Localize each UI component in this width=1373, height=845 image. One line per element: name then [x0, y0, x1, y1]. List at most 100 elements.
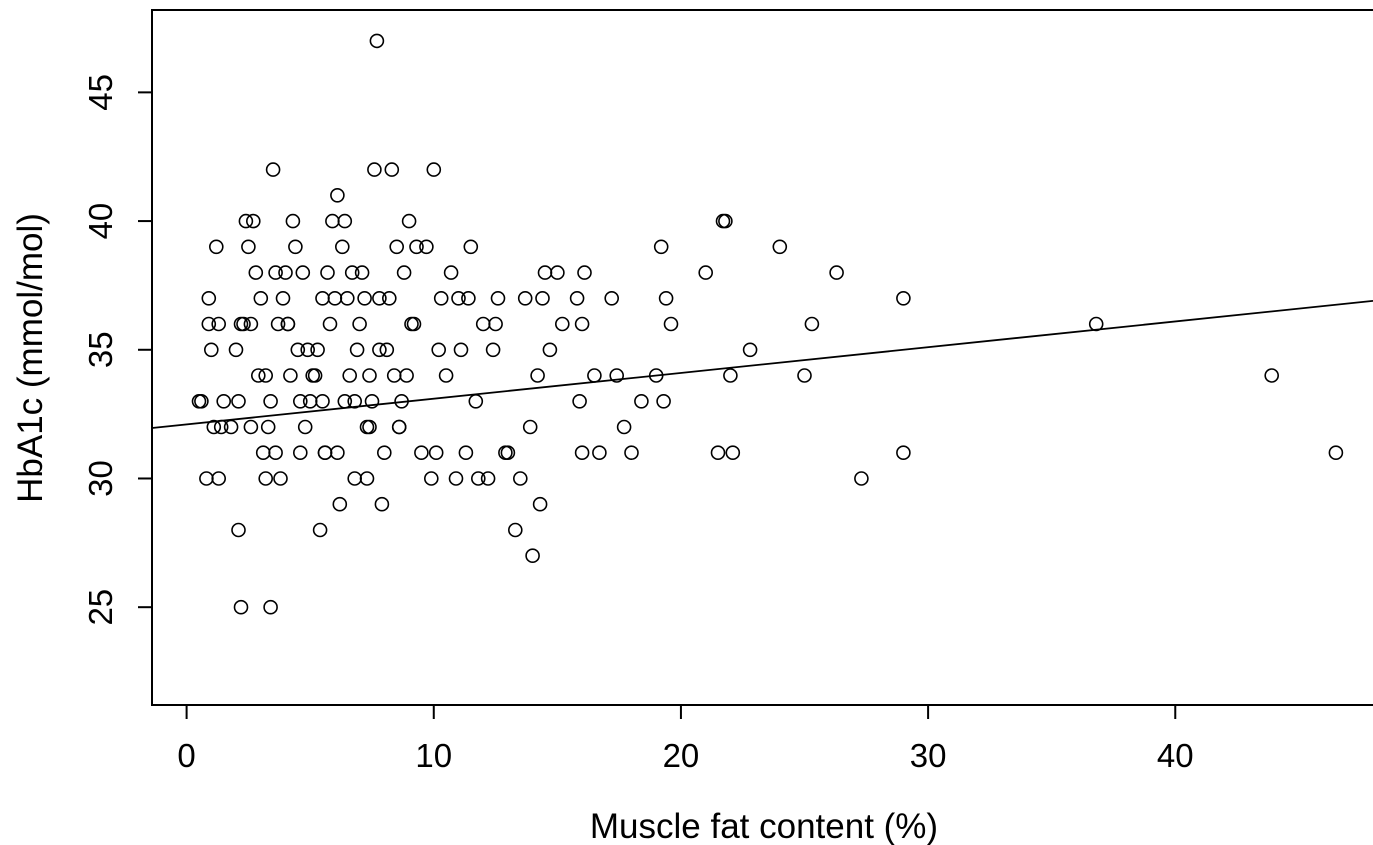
data-point [537, 265, 553, 280]
data-point [260, 419, 276, 435]
data-point [320, 265, 335, 280]
data-point [233, 599, 249, 615]
data-point [634, 393, 649, 409]
data-point [268, 445, 283, 461]
x-tick-label: 20 [663, 737, 700, 774]
data-point [290, 342, 306, 358]
data-point [658, 290, 674, 306]
data-point [194, 393, 209, 409]
data-point [896, 290, 911, 306]
data-point [485, 342, 501, 358]
data-point [725, 445, 741, 461]
data-point [302, 393, 318, 409]
data-point [250, 368, 266, 383]
data-point [362, 419, 377, 435]
data-point [369, 33, 385, 49]
data-point [507, 522, 523, 538]
data-point [517, 290, 533, 306]
data-point [312, 522, 328, 538]
regression-line-group [151, 299, 1373, 429]
data-point [604, 290, 620, 306]
data-point [451, 290, 466, 306]
data-point [332, 496, 348, 512]
data-point [490, 290, 506, 306]
data-point [265, 162, 281, 177]
data-point [357, 290, 372, 306]
data-point [283, 368, 298, 383]
data-point [409, 239, 424, 255]
data-point [315, 290, 330, 306]
data-point [443, 265, 459, 280]
data-point [663, 316, 679, 332]
data-point [330, 188, 345, 203]
data-point [396, 265, 412, 280]
data-point [414, 445, 429, 461]
data-point [574, 445, 590, 461]
data-point [241, 239, 256, 255]
data-point [448, 471, 464, 486]
data-point [653, 239, 669, 255]
data-point [253, 290, 269, 306]
data-point [710, 445, 726, 461]
data-point [854, 471, 869, 486]
data-point [285, 213, 301, 229]
data-point [258, 368, 274, 383]
x-tick-label: 0 [177, 737, 195, 774]
data-point [1264, 368, 1279, 383]
data-point [243, 419, 259, 435]
data-point [330, 445, 345, 461]
data-point [268, 265, 283, 280]
data-point [342, 368, 358, 383]
data-point [228, 342, 244, 358]
data-point [423, 471, 439, 486]
data-point [322, 316, 338, 332]
x-axis: 0 10 20 30 40 [177, 705, 1194, 774]
data-point [280, 316, 296, 332]
data-point [389, 239, 405, 255]
data-point [317, 445, 333, 461]
data-point [535, 290, 550, 306]
y-tick-label: 30 [82, 460, 119, 497]
data-point [243, 316, 259, 332]
data-point [772, 239, 788, 255]
data-point [315, 393, 330, 409]
data-points [191, 33, 1344, 615]
data-point [609, 368, 625, 383]
data-point [470, 471, 486, 486]
data-point [354, 265, 370, 280]
data-point [209, 239, 224, 255]
x-tick-label: 40 [1157, 737, 1194, 774]
data-point [334, 239, 350, 255]
data-point [367, 162, 382, 177]
data-point [374, 496, 390, 512]
data-point [656, 393, 671, 409]
data-point [468, 393, 484, 409]
data-point [428, 445, 444, 461]
data-point [199, 471, 214, 486]
plot-frame [151, 9, 1373, 706]
data-point [522, 419, 538, 435]
data-point [246, 213, 261, 229]
data-point [426, 162, 442, 177]
data-point [480, 471, 496, 486]
data-point [587, 368, 602, 383]
data-point [384, 162, 400, 177]
data-point [344, 265, 360, 280]
data-point [500, 445, 516, 461]
y-tick-label: 25 [82, 589, 119, 626]
x-tick-label: 30 [910, 737, 947, 774]
data-point [742, 342, 758, 358]
data-point [399, 368, 414, 383]
data-point [327, 290, 343, 306]
data-point [347, 471, 363, 486]
data-point [1328, 445, 1344, 461]
data-point [325, 213, 340, 229]
data-point [453, 342, 469, 358]
data-point [475, 316, 491, 332]
data-point [263, 599, 278, 615]
data-point [211, 316, 226, 332]
data-point [372, 290, 387, 306]
data-point [381, 290, 397, 306]
data-point [292, 393, 308, 409]
data-point [698, 265, 714, 280]
